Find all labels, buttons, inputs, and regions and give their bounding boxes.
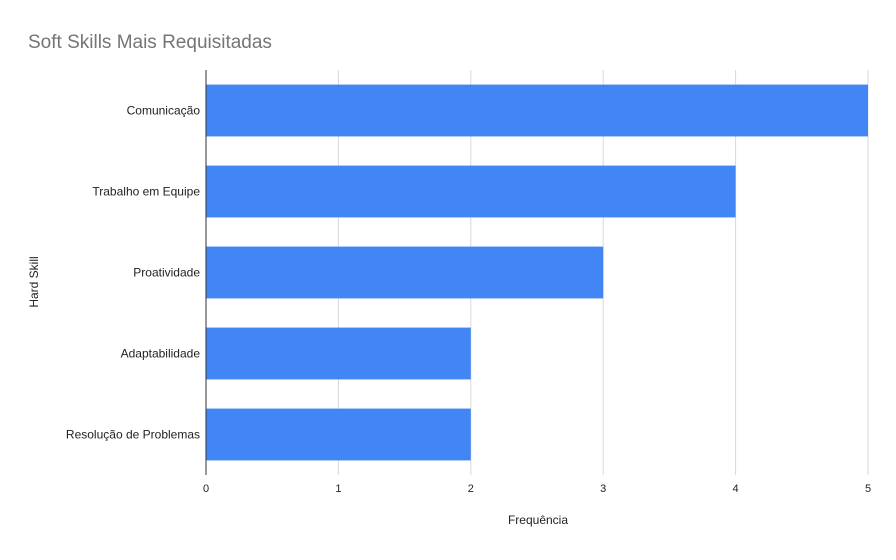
category-label: Comunicação	[127, 104, 201, 118]
x-tick-label: 1	[335, 483, 341, 495]
category-label: Trabalho em Equipe	[92, 185, 200, 199]
category-labels: Comunicação Trabalho em Equipe Proatividad…	[66, 104, 200, 442]
x-tick-label: 0	[203, 483, 209, 495]
bar	[206, 327, 471, 380]
y-axis-label: Hard Skill	[27, 256, 41, 307]
bars	[206, 84, 868, 461]
bar	[206, 246, 604, 299]
bar	[206, 408, 471, 461]
bar	[206, 84, 868, 137]
category-label: Adaptabilidade	[121, 347, 201, 361]
chart-title: Soft Skills Mais Requisitadas	[28, 32, 272, 53]
x-tick-label: 5	[865, 483, 871, 495]
x-tick-label: 2	[468, 483, 474, 495]
category-label: Resolução de Problemas	[66, 428, 200, 442]
category-label: Proatividade	[133, 266, 200, 280]
x-tick-label: 3	[600, 483, 606, 495]
x-tick-labels: 0 1 2 3 4 5	[203, 483, 871, 495]
bar	[206, 165, 736, 218]
x-tick-label: 4	[733, 483, 739, 495]
x-axis-label: Frequência	[508, 513, 568, 527]
